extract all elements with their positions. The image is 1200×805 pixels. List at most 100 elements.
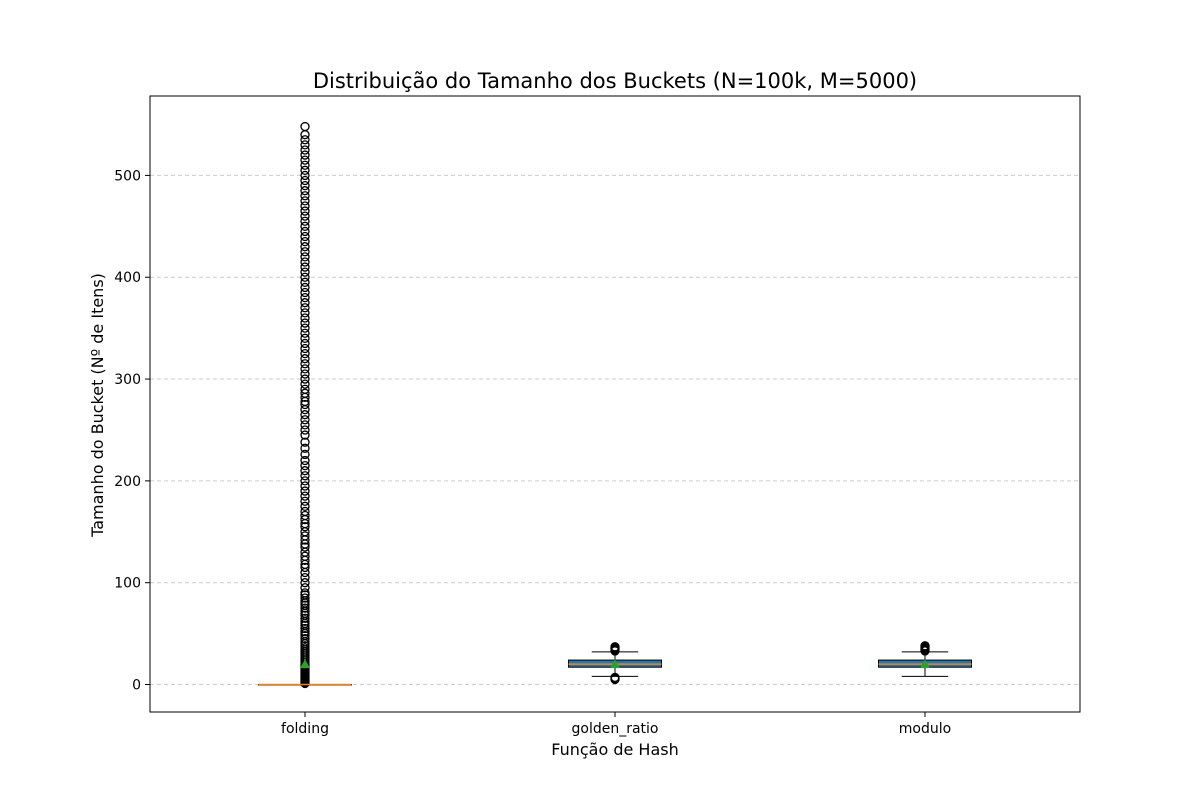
outlier-point: [920, 641, 930, 651]
outlier-point: [300, 226, 310, 237]
outlier-point: [300, 308, 310, 318]
outlier-point: [300, 252, 310, 262]
plot-area: 0 100 200 300 400 500 folding golden_ratio modul…: [114, 95, 1081, 737]
x-tick-label: golden_ratio: [572, 721, 659, 737]
outlier-point: [300, 443, 310, 453]
outlier-point: [300, 420, 310, 430]
outlier-point: [300, 292, 310, 303]
outlier-point: [300, 496, 310, 506]
y-tick-label: 300: [114, 372, 141, 388]
outlier-point: [300, 522, 310, 532]
outlier-point: [300, 466, 310, 476]
outlier-point: [300, 410, 310, 420]
outlier-point: [300, 221, 310, 231]
outlier-point: [300, 583, 310, 593]
x-axis-title: Função de Hash: [551, 740, 678, 759]
outlier-point: [300, 303, 310, 313]
outlier-point: [300, 551, 310, 561]
outlier-point: [300, 277, 310, 287]
outlier-point: [300, 531, 310, 541]
outlier-point: [300, 191, 310, 201]
outlier-point: [300, 510, 310, 521]
outlier-point: [300, 242, 310, 252]
outlier-point: [300, 247, 310, 257]
outlier-point: [300, 186, 310, 196]
y-tick-label: 500: [114, 168, 141, 184]
outlier-point: [300, 634, 310, 644]
outlier-point: [610, 642, 620, 652]
outlier-point: [300, 343, 310, 354]
outlier-point: [300, 121, 310, 132]
outlier-point: [300, 399, 310, 410]
outlier-point: [300, 388, 310, 398]
outlier-point: [300, 150, 310, 160]
x-tick-label: modulo: [899, 721, 951, 737]
outlier-point: [300, 262, 310, 272]
outlier-point: [300, 354, 310, 364]
outlier-point: [300, 476, 310, 486]
outlier-point: [300, 460, 310, 471]
outlier-point: [300, 486, 310, 496]
outlier-point: [300, 231, 310, 242]
outlier-point: [300, 449, 310, 460]
outlier-point: [300, 145, 310, 155]
mean-marker: [920, 659, 930, 669]
outlier-point: [300, 135, 310, 145]
outlier-point: [300, 613, 310, 623]
outlier-point: [300, 201, 310, 211]
outlier-point: [300, 140, 310, 150]
outlier-point: [300, 206, 310, 216]
outlier-point: [300, 562, 310, 573]
outlier-point: [300, 180, 310, 191]
outlier-point: [300, 328, 310, 338]
outlier-point: [300, 481, 310, 491]
outlier-point: [300, 196, 310, 206]
outlier-point: [300, 323, 310, 333]
outlier-point: [300, 506, 310, 517]
outlier-point: [300, 588, 310, 598]
outlier-point: [300, 282, 310, 293]
outlier-point: [300, 155, 310, 165]
outlier-point: [300, 318, 310, 328]
outlier-point: [300, 348, 310, 359]
outlier-point: [300, 374, 310, 384]
outlier-point: [300, 572, 310, 583]
outlier-point: [300, 542, 310, 552]
outlier-point: [300, 333, 310, 343]
y-tick-label: 0: [132, 678, 141, 694]
outlier-point: [300, 491, 310, 501]
outlier-point: [300, 593, 310, 603]
outlier-point: [300, 165, 310, 175]
outlier-point: [300, 384, 310, 394]
y-tick-label: 100: [114, 576, 141, 592]
outlier-point: [300, 578, 310, 588]
y-tick-label: 200: [114, 474, 141, 490]
outlier-point: [300, 313, 310, 323]
outlier-point: [300, 216, 310, 226]
outlier-point: [300, 272, 310, 282]
outlier-point: [300, 415, 310, 425]
outlier-point: [300, 211, 310, 221]
x-tick-label: folding: [281, 721, 329, 737]
mean-marker: [610, 659, 620, 669]
outlier-point: [300, 623, 310, 634]
y-tick-label: 400: [114, 270, 141, 286]
outlier-point: [300, 437, 310, 447]
chart-title: Distribuição do Tamanho dos Buckets (N=1…: [313, 69, 917, 93]
outlier-point: [300, 369, 310, 379]
outlier-point: [300, 430, 310, 440]
outlier-point: [300, 603, 310, 613]
outlier-point: [300, 267, 310, 277]
outlier-point: [300, 455, 310, 466]
plot-frame: [149, 95, 1081, 713]
outlier-point: [300, 130, 310, 140]
mean-marker: [300, 659, 310, 669]
outlier-point: [300, 501, 310, 511]
outlier-point: [300, 471, 310, 481]
outlier-point: [300, 359, 310, 369]
outlier-point: [300, 364, 310, 374]
outlier-point: [300, 257, 310, 267]
outlier-point: [300, 160, 310, 170]
